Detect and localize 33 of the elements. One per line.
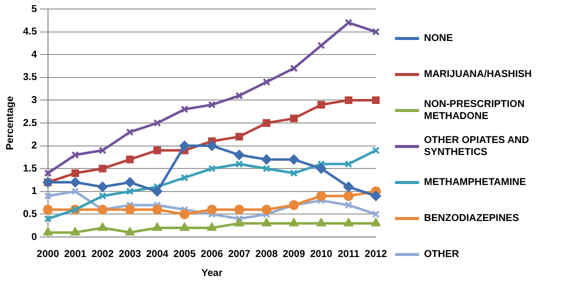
x-tick-label: 2004 xyxy=(146,248,169,260)
legend-label: OTHER xyxy=(424,248,459,260)
x-tick-label: 2009 xyxy=(282,248,306,260)
y-axis-title: Percentage xyxy=(4,96,16,150)
x-tick-label: 2008 xyxy=(255,248,278,260)
x-tick-label: 2005 xyxy=(173,248,196,260)
y-tick-label: 0.5 xyxy=(22,208,38,220)
x-tick-label: 2007 xyxy=(228,248,251,260)
y-tick-label: 2 xyxy=(31,140,38,152)
x-axis-title: Year xyxy=(201,268,223,279)
legend-label: METHAMPHETAMINE xyxy=(424,176,526,188)
legend-label: BENZODIAZEPINES xyxy=(424,212,520,224)
x-tick-label: 2006 xyxy=(200,248,224,260)
legend-label: MARIJUANA/HASHISH xyxy=(424,68,532,80)
x-tick-label: 2010 xyxy=(310,248,333,260)
x-tick-label: 2011 xyxy=(338,248,360,260)
y-tick-label: 0 xyxy=(31,232,38,243)
x-tick-label: 2000 xyxy=(36,248,60,260)
y-tick-label: 3.5 xyxy=(22,72,38,84)
x-tick-label: 2003 xyxy=(118,248,142,260)
x-tick-label: 2001 xyxy=(64,248,87,260)
legend-label: NON-PRESCRIPTION METHADONE xyxy=(424,98,526,122)
legend-label: OTHER OPIATES AND SYNTHETICS xyxy=(424,134,530,158)
y-tick-label: 3 xyxy=(31,94,38,106)
y-tick-label: 4.5 xyxy=(22,26,38,38)
x-tick-label: 2002 xyxy=(91,248,114,260)
x-tick-label: 2012 xyxy=(364,248,388,260)
y-tick-label: 4 xyxy=(31,49,38,60)
y-tick-label: 5 xyxy=(31,4,38,15)
y-tick-label: 1.5 xyxy=(22,163,38,174)
y-tick-label: 1 xyxy=(31,186,38,198)
y-tick-label: 2.5 xyxy=(22,118,38,129)
legend-label: NONE xyxy=(424,32,453,44)
